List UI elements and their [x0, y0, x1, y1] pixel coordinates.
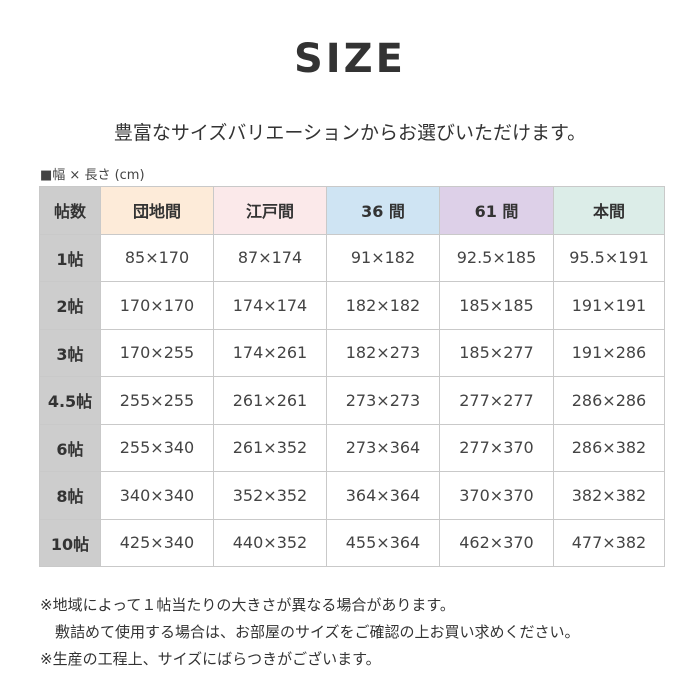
table-row: 8帖 340×340 352×352 364×364 370×370 382×382 — [39, 471, 665, 520]
table-cell: 425×340 — [100, 518, 214, 567]
column-header: 36 間 — [326, 186, 440, 235]
unit-label: ■幅 × 長さ (cm) — [40, 168, 145, 183]
table-row: 2帖 170×170 174×174 182×182 185×185 191×191 — [39, 281, 665, 330]
table-cell: 185×185 — [439, 281, 554, 330]
table-cell: 185×277 — [439, 328, 554, 377]
table-cell: 455×364 — [326, 518, 440, 567]
table-cell: 170×170 — [100, 281, 214, 330]
table-cell: 174×174 — [213, 281, 327, 330]
table-cell: 182×182 — [326, 281, 440, 330]
table-cell: 87×174 — [213, 233, 327, 282]
note-2: 敷詰めて使用する場合は、お部屋のサイズをご確認の上お買い求めください。 — [40, 623, 580, 641]
table-row: 3帖 170×255 174×261 182×273 185×277 191×286 — [39, 328, 665, 377]
table-cell: 255×340 — [100, 423, 214, 472]
row-header: 10帖 — [39, 518, 101, 567]
table-cell: 273×364 — [326, 423, 440, 472]
column-header: 団地間 — [100, 186, 214, 235]
table-cell: 191×286 — [553, 328, 665, 377]
table-cell: 273×273 — [326, 376, 440, 425]
table-cell: 477×382 — [553, 518, 665, 567]
table-cell: 340×340 — [100, 471, 214, 520]
row-header: 4.5帖 — [39, 376, 101, 425]
table-cell: 352×352 — [213, 471, 327, 520]
notes: ※地域によって１帖当たりの大きさが異なる場合があります。 敷詰めて使用する場合は… — [40, 592, 580, 673]
table-cell: 92.5×185 — [439, 233, 554, 282]
column-header: 江戸間 — [213, 186, 327, 235]
table-cell: 364×364 — [326, 471, 440, 520]
table-cell: 182×273 — [326, 328, 440, 377]
table-row: 1帖 85×170 87×174 91×182 92.5×185 95.5×191 — [39, 233, 665, 282]
table-cell: 170×255 — [100, 328, 214, 377]
table-cell: 286×286 — [553, 376, 665, 425]
subtitle: 豊富なサイズバリエーションからお選びいただけます。 — [113, 122, 587, 144]
row-header: 2帖 — [39, 281, 101, 330]
column-header: 本間 — [553, 186, 665, 235]
table-row: 10帖 425×340 440×352 455×364 462×370 477×382 — [39, 518, 665, 567]
row-header: 1帖 — [39, 233, 101, 282]
table-cell: 174×261 — [213, 328, 327, 377]
table-row: 6帖 255×340 261×352 273×364 277×370 286×382 — [39, 423, 665, 472]
table-cell: 95.5×191 — [553, 233, 665, 282]
table-cell: 261×261 — [213, 376, 327, 425]
table-cell: 286×382 — [553, 423, 665, 472]
column-header: 61 間 — [439, 186, 554, 235]
table-header-row: 帖数 団地間 江戸間 36 間 61 間本間 — [39, 186, 665, 235]
row-header: 3帖 — [39, 328, 101, 377]
table-cell: 440×352 — [213, 518, 327, 567]
table-cell: 85×170 — [100, 233, 214, 282]
row-header: 8帖 — [39, 471, 101, 520]
table-cell: 277×277 — [439, 376, 554, 425]
note-1: ※地域によって１帖当たりの大きさが異なる場合があります。 — [40, 596, 455, 614]
note-3: ※生産の工程上、サイズにばらつきがございます。 — [40, 650, 381, 668]
table-row: 4.5帖 255×255 261×261 273×273 277×277 286×286 — [39, 376, 665, 425]
page-title: SIZE — [293, 36, 407, 82]
table-cell: 462×370 — [439, 518, 554, 567]
table-cell: 191×191 — [553, 281, 665, 330]
table-cell: 382×382 — [553, 471, 665, 520]
table-cell: 277×370 — [439, 423, 554, 472]
row-header: 6帖 — [39, 423, 101, 472]
table-cell: 370×370 — [439, 471, 554, 520]
size-table: 帖数 団地間 江戸間 36 間 61 間本間 1帖 85×170 87×174 91×182 9… — [39, 186, 665, 567]
column-header: 帖数 — [39, 186, 101, 235]
table-cell: 261×352 — [213, 423, 327, 472]
table-cell: 91×182 — [326, 233, 440, 282]
table-cell: 255×255 — [100, 376, 214, 425]
